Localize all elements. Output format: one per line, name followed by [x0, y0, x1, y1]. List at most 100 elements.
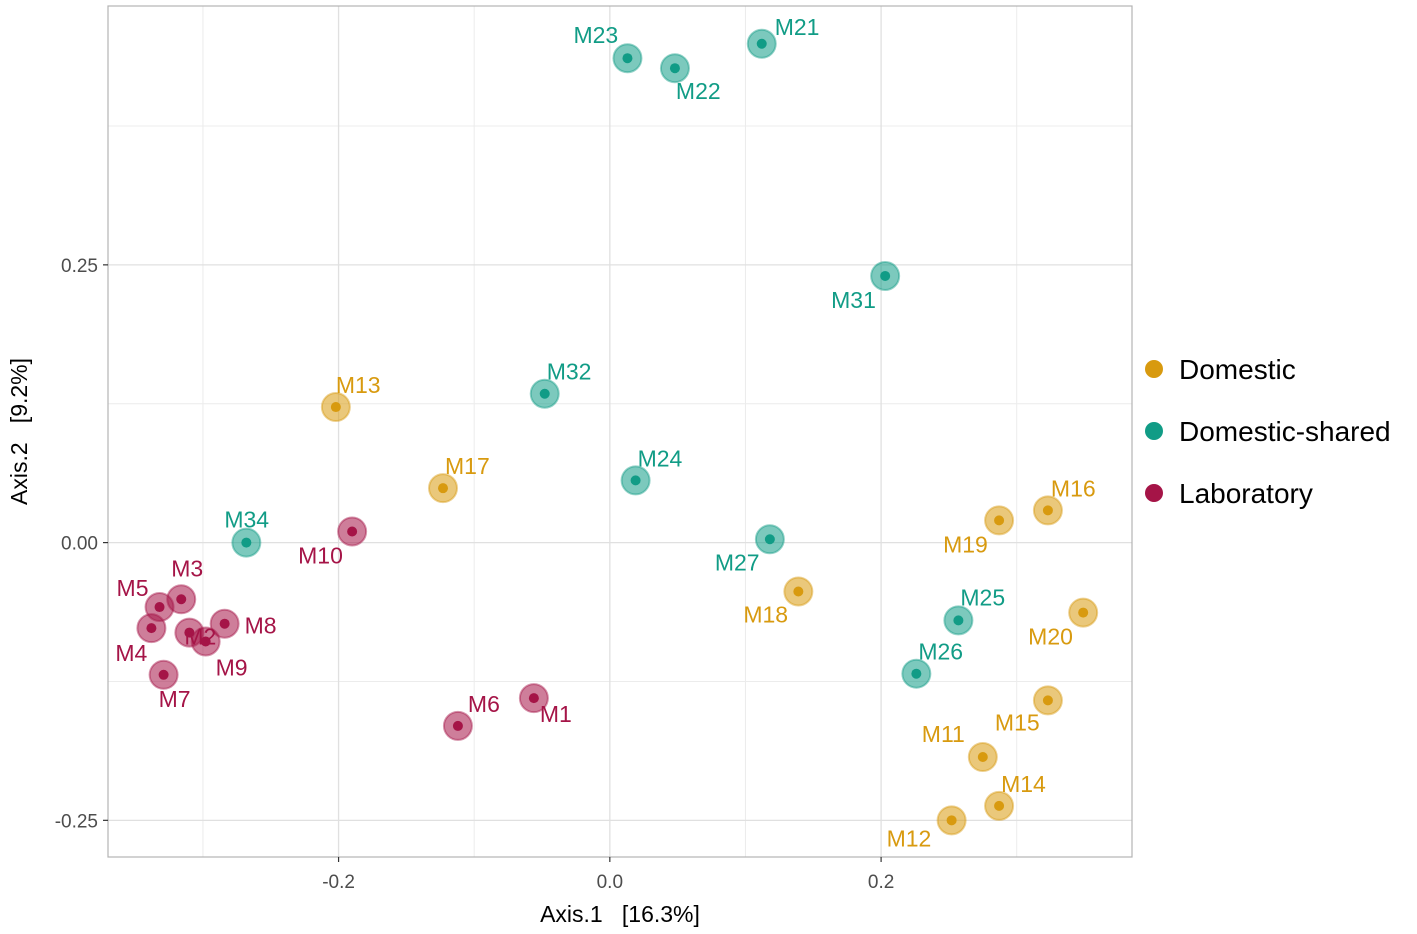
- point-label-m13: M13: [336, 372, 381, 398]
- data-point-m15: [1032, 685, 1063, 716]
- legend-item-domestic: Domestic: [1145, 354, 1296, 385]
- legend: Domestic Domestic-shared Laboratory: [1145, 354, 1391, 509]
- x-axis-title: Axis.1 [16.3%]: [540, 901, 700, 927]
- point-core: [347, 526, 358, 537]
- legend-item-laboratory: Laboratory: [1145, 478, 1313, 509]
- point-label-m32: M32: [547, 359, 592, 385]
- data-point-m16: [1032, 495, 1063, 526]
- point-core: [176, 594, 187, 605]
- data-point-m22: [659, 53, 690, 84]
- data-point-m24: [620, 465, 651, 496]
- y-axis-ticks: -0.25 0.00 0.25: [55, 256, 108, 832]
- point-label-m7: M7: [159, 686, 191, 712]
- point-label-m26: M26: [918, 639, 963, 665]
- data-point-m13: [320, 392, 351, 423]
- data-point-m25: [943, 605, 974, 636]
- point-core: [1042, 695, 1053, 706]
- point-label-m5: M5: [117, 575, 149, 601]
- point-label-m14: M14: [1001, 771, 1046, 797]
- point-core: [154, 602, 165, 613]
- data-point-m12: [936, 805, 967, 836]
- point-label-m27: M27: [715, 549, 760, 575]
- point-core: [539, 388, 550, 399]
- point-core: [793, 586, 804, 597]
- data-point-m23: [612, 43, 643, 74]
- point-core: [977, 752, 988, 763]
- point-label-m21: M21: [775, 14, 820, 40]
- x-tick-label: -0.2: [322, 872, 355, 893]
- data-point-m8: [209, 608, 240, 639]
- legend-swatch: [1145, 360, 1163, 378]
- x-tick-label: 0.0: [597, 872, 623, 893]
- point-core: [452, 720, 463, 731]
- data-point-m27: [754, 524, 785, 555]
- legend-label: Domestic-shared: [1179, 416, 1391, 447]
- point-label-m18: M18: [743, 601, 788, 627]
- point-core: [994, 515, 1005, 526]
- data-point-m31: [870, 260, 901, 291]
- point-core: [630, 475, 641, 486]
- point-core: [200, 636, 211, 647]
- point-core: [994, 800, 1005, 811]
- data-point-m26: [901, 658, 932, 689]
- point-label-m22: M22: [676, 78, 721, 104]
- x-axis-ticks: -0.2 0.0 0.2: [322, 857, 894, 893]
- point-core: [1042, 505, 1053, 516]
- legend-swatch: [1145, 484, 1163, 502]
- point-label-m19: M19: [943, 531, 988, 557]
- point-core: [146, 623, 157, 634]
- point-core: [184, 627, 195, 638]
- point-core: [880, 270, 891, 281]
- legend-swatch: [1145, 422, 1163, 440]
- points-layer: [136, 28, 1099, 836]
- y-axis-title: Axis.2 [9.2%]: [6, 358, 32, 505]
- point-core: [953, 615, 964, 626]
- legend-item-domestic-shared: Domestic-shared: [1145, 416, 1391, 447]
- point-label-m10: M10: [298, 542, 343, 568]
- data-point-m3: [166, 584, 197, 615]
- point-label-m6: M6: [468, 691, 500, 717]
- grid-major: [108, 6, 1132, 857]
- point-label-m4: M4: [115, 640, 147, 666]
- data-point-m21: [746, 28, 777, 59]
- y-tick-label: 0.25: [61, 256, 98, 277]
- point-core: [330, 402, 341, 413]
- data-point-m5: [144, 592, 175, 623]
- point-core: [1078, 607, 1089, 618]
- data-point-m17: [428, 473, 459, 504]
- data-point-m18: [783, 576, 814, 607]
- legend-label: Laboratory: [1179, 478, 1313, 509]
- point-label-m9: M9: [216, 654, 248, 680]
- data-point-m1: [518, 683, 549, 714]
- legend-label: Domestic: [1179, 354, 1296, 385]
- point-core: [528, 693, 539, 704]
- point-label-m11: M11: [922, 721, 965, 747]
- data-point-m11: [967, 742, 998, 773]
- point-core: [669, 63, 680, 74]
- data-point-m32: [529, 378, 560, 409]
- data-point-m9: [190, 626, 221, 657]
- point-core: [946, 815, 957, 826]
- point-label-m3: M3: [171, 555, 203, 581]
- data-point-m10: [337, 516, 368, 547]
- point-label-m12: M12: [887, 825, 932, 851]
- point-label-m24: M24: [638, 445, 683, 471]
- data-point-m19: [984, 505, 1015, 536]
- point-core: [438, 483, 449, 494]
- y-tick-label: 0.00: [61, 534, 98, 555]
- labels-layer: M11 M12 M13 M14 M15 M16 M17 M18 M19 M20 M21 M22 M23 M…: [115, 14, 1095, 852]
- data-point-m34: [231, 527, 262, 558]
- point-core: [911, 668, 922, 679]
- point-core: [219, 618, 230, 629]
- point-core: [158, 669, 169, 680]
- point-label-m34: M34: [224, 507, 269, 533]
- point-label-m17: M17: [445, 453, 490, 479]
- point-label-m2: M2: [184, 624, 216, 650]
- panel-border: [107, 5, 1133, 858]
- data-point-m20: [1068, 597, 1099, 628]
- point-core: [756, 38, 767, 49]
- point-label-m16: M16: [1051, 475, 1096, 501]
- point-label-m31: M31: [831, 287, 876, 313]
- point-core: [622, 53, 633, 64]
